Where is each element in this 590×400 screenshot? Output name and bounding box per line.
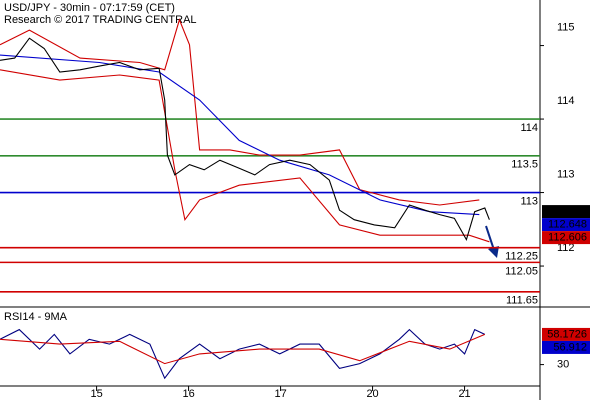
chart-title: USD/JPY - 30min - 07:17:59 (CET)	[4, 2, 175, 14]
series-line	[0, 69, 490, 243]
x-tick-label: 16	[182, 388, 194, 400]
x-tick-label: 21	[458, 388, 470, 400]
x-tick-label: 17	[274, 388, 286, 400]
y-tick-label: 113	[557, 168, 575, 180]
level-label: 113	[520, 195, 538, 207]
value-tag-label: 112.606	[548, 231, 587, 243]
level-label: 113.5	[511, 159, 538, 171]
value-tag	[542, 205, 590, 219]
value-tag	[542, 218, 590, 232]
x-tick-label: 15	[90, 388, 102, 400]
series-line	[0, 37, 490, 241]
value-tag	[542, 327, 590, 341]
series-line	[0, 333, 486, 365]
value-tag-label: 112.741	[548, 205, 587, 217]
value-tag-label: 58.1726	[547, 328, 587, 340]
value-tag-label: 56.912	[553, 341, 587, 353]
x-tick-label: 20	[366, 388, 378, 400]
forecast-arrow	[485, 225, 499, 258]
series-line	[0, 54, 480, 216]
y-tick-label: 115	[557, 21, 575, 33]
chart-subtitle: Research © 2017 TRADING CENTRAL	[4, 14, 197, 26]
value-tag	[542, 340, 590, 354]
series-line	[0, 18, 480, 206]
value-tag	[542, 231, 590, 245]
value-tag-label: 112.648	[548, 218, 587, 230]
y-tick-label: 30	[557, 358, 569, 370]
level-label: 111.65	[506, 295, 538, 307]
y-tick-label: 114	[557, 95, 575, 107]
panel-title: RSI14 - 9MA	[4, 311, 68, 323]
level-label: 114	[520, 122, 538, 134]
level-label: 112.05	[505, 265, 538, 277]
y-tick-label: 112	[557, 242, 575, 254]
level-label: 112.25	[505, 251, 538, 263]
